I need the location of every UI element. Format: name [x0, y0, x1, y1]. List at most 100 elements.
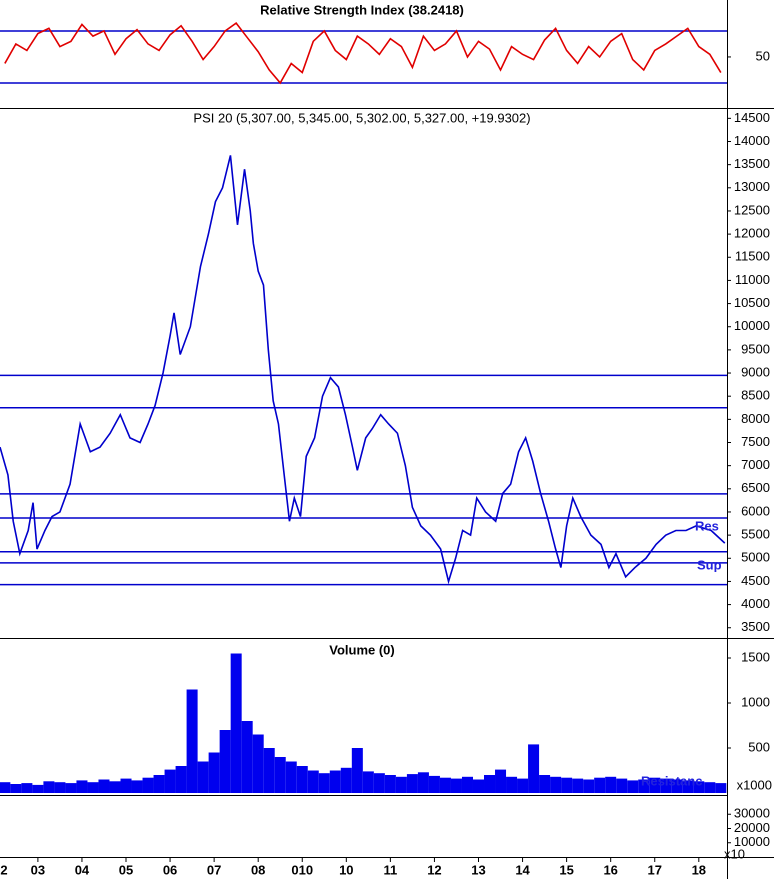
bar: [54, 782, 66, 793]
bar: [417, 772, 429, 793]
y-tick-label: 12500: [734, 202, 770, 217]
bar: [472, 779, 485, 793]
x-tick-label: 010: [291, 862, 313, 877]
bar: [395, 776, 407, 793]
chart-title: Volume (0): [329, 642, 395, 657]
bar: [142, 777, 154, 793]
chart-title: PSI 20 (5,307.00, 5,345.00, 5,302.00, 5,…: [193, 110, 530, 125]
y-tick-label: 13000: [734, 179, 770, 194]
bar: [439, 777, 451, 793]
chart-title: Relative Strength Index (38.2418): [260, 2, 464, 17]
bar: [605, 776, 617, 793]
y-tick-label: 10500: [734, 295, 770, 310]
y-tick-label: 5000: [741, 550, 770, 565]
bar: [274, 757, 286, 793]
bar: [351, 748, 363, 793]
unit-label: x1000: [737, 777, 772, 792]
plot-area: [0, 22, 727, 85]
y-tick-label: 4500: [741, 573, 770, 588]
y-tick-label: 1500: [741, 649, 770, 664]
x-tick-label: 15: [559, 862, 573, 877]
bar: [517, 778, 529, 793]
bar: [263, 748, 275, 793]
y-tick-label: 500: [748, 739, 770, 754]
y-tick-label: 5500: [741, 527, 770, 542]
bar: [131, 780, 143, 793]
bar: [428, 775, 440, 793]
y-tick-label: 6000: [741, 503, 770, 518]
bar: [307, 770, 319, 793]
y-tick-label: 7500: [741, 434, 770, 449]
x-tick-label: 10: [339, 862, 353, 877]
bar: [43, 781, 55, 793]
annotation: Res: [695, 518, 719, 533]
x-tick-label: 07: [207, 862, 221, 877]
y-tick-label: 14000: [734, 133, 770, 148]
y-tick-label: 11500: [735, 249, 770, 264]
bar: [21, 783, 33, 793]
bar: [208, 752, 220, 793]
bar: [87, 782, 99, 793]
data-line: [4, 22, 722, 85]
bar: [539, 775, 551, 793]
bar: [98, 779, 110, 793]
y-tick-label: 7000: [741, 457, 770, 472]
y-tick-label: 1000: [741, 694, 770, 709]
y-tick-label: 9500: [741, 341, 770, 356]
bar: [450, 778, 462, 793]
bar: [384, 775, 396, 793]
bar: [682, 780, 694, 793]
bar: [164, 769, 176, 793]
x-tick-label: 18: [692, 862, 706, 877]
bar: [10, 784, 22, 793]
annotation: Sup: [697, 557, 722, 572]
bar: [671, 779, 683, 793]
bar: [241, 721, 253, 793]
bar: [0, 782, 11, 793]
bar: [318, 773, 330, 793]
bar: [693, 781, 705, 793]
y-tick-label: 50: [756, 48, 770, 63]
y-tick-label: 3500: [741, 619, 770, 634]
unit-label: x10: [724, 846, 745, 861]
y-tick-label: 9000: [741, 364, 770, 379]
x-tick-label: 13: [471, 862, 485, 877]
data-line: [0, 155, 726, 585]
y2-tick-label: 10000: [734, 834, 770, 849]
x-tick-label: 03: [31, 862, 45, 877]
x-tick-label: 04: [75, 862, 90, 877]
bar: [583, 779, 595, 793]
bar: [186, 689, 198, 793]
y-tick-label: 8000: [741, 411, 770, 426]
bar: [65, 783, 77, 793]
bar: [550, 776, 562, 793]
bar: [495, 769, 507, 793]
x-tick-label: 2: [0, 862, 7, 877]
x-tick-label: 16: [603, 862, 617, 877]
x-tick-label: 17: [648, 862, 662, 877]
x-tick-label: 05: [119, 862, 133, 877]
bar: [285, 761, 297, 793]
bar: [197, 761, 209, 793]
bar: [153, 775, 165, 793]
x-tick-label: 12: [427, 862, 441, 877]
y-tick-label: 6500: [741, 480, 770, 495]
bar: [627, 780, 639, 793]
bar: [340, 767, 352, 793]
y-tick-label: 10000: [734, 318, 770, 333]
bar: [76, 780, 88, 793]
bar: [506, 776, 518, 793]
bar: [715, 783, 727, 793]
y-tick-label: 11000: [735, 272, 770, 287]
bar: [406, 774, 418, 793]
bar: [32, 784, 44, 793]
bar: [572, 778, 584, 793]
bar: [296, 766, 308, 793]
bar: [329, 770, 341, 793]
bar: [704, 782, 716, 793]
x-tick-label: 14: [515, 862, 530, 877]
bar: [175, 766, 187, 793]
plot-area: Res Sup: [0, 155, 727, 586]
bar: [649, 777, 661, 793]
